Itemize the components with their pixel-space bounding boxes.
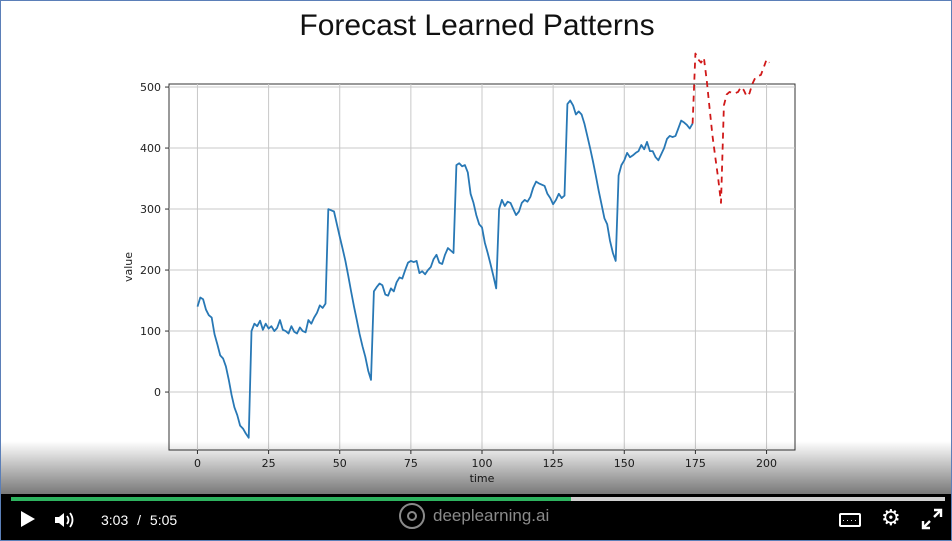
gear-icon[interactable]: ⚙ [881, 505, 901, 530]
player-control-bar [1, 494, 951, 540]
series-line [196, 99, 694, 439]
y-tick-label: 100 [140, 325, 161, 338]
fullscreen-icon[interactable] [921, 508, 943, 530]
y-axis-label: value [122, 252, 135, 282]
time-separator: / [137, 512, 142, 528]
deeplearning-logo-icon [399, 503, 425, 529]
time-current: 3:03 [101, 512, 129, 528]
controls-gradient [1, 441, 951, 496]
time-display: 3:03 / 5:05 [101, 512, 177, 528]
y-tick-label: 0 [154, 386, 161, 399]
forecast-line [691, 52, 771, 204]
progress-bar-fill [11, 497, 572, 501]
y-tick-label: 300 [140, 203, 161, 216]
progress-bar[interactable] [11, 497, 945, 501]
time-total: 5:05 [149, 512, 178, 528]
volume-icon[interactable] [53, 511, 77, 529]
brand-watermark: deeplearning.ai [399, 503, 549, 529]
y-tick-label: 200 [140, 264, 161, 277]
brand-name: deeplearning.ai [433, 506, 550, 525]
play-icon[interactable] [21, 511, 35, 527]
captions-icon[interactable]: ···· [839, 513, 861, 527]
slide-title: Forecast Learned Patterns [299, 9, 655, 42]
y-tick-label: 400 [140, 142, 161, 155]
y-tick-label: 500 [140, 81, 161, 94]
